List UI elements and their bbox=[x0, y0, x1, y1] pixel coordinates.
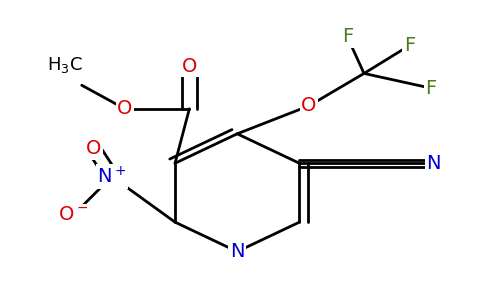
Text: F: F bbox=[425, 79, 437, 98]
Text: F: F bbox=[404, 36, 415, 55]
Text: O$^-$: O$^-$ bbox=[59, 205, 89, 224]
Text: N: N bbox=[426, 154, 440, 173]
Text: O: O bbox=[182, 57, 197, 76]
Text: N$^+$: N$^+$ bbox=[97, 166, 127, 187]
Text: N: N bbox=[230, 242, 244, 261]
Text: H$_3$C: H$_3$C bbox=[47, 55, 83, 75]
Text: O: O bbox=[302, 96, 317, 115]
Text: O: O bbox=[117, 99, 133, 118]
Text: F: F bbox=[342, 27, 353, 46]
Text: O: O bbox=[86, 139, 101, 158]
